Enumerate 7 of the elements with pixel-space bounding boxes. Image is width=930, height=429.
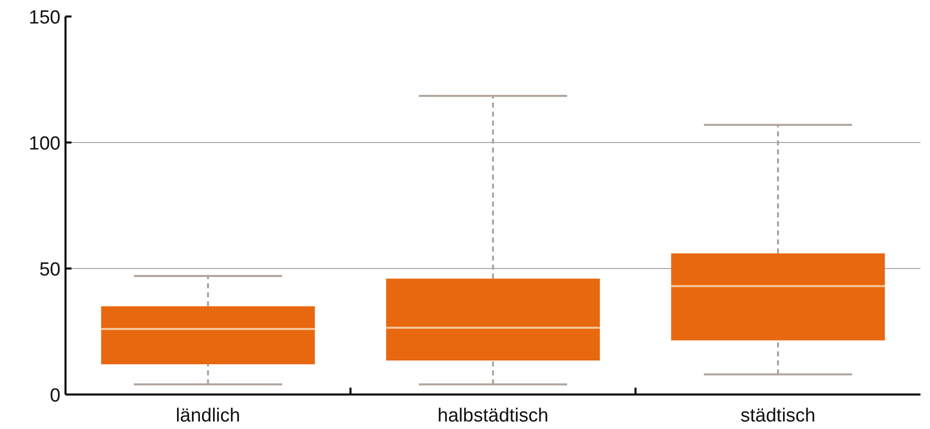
y-tick-label: 0 bbox=[50, 386, 61, 406]
x-tick-label: halbstädtisch bbox=[438, 406, 548, 426]
y-tick-label: 100 bbox=[28, 134, 60, 154]
y-tick-label: 150 bbox=[28, 8, 60, 28]
y-tick-label: 50 bbox=[39, 260, 61, 280]
x-tick-label: städtisch bbox=[740, 406, 816, 426]
x-tick-label: ländlich bbox=[176, 406, 240, 426]
